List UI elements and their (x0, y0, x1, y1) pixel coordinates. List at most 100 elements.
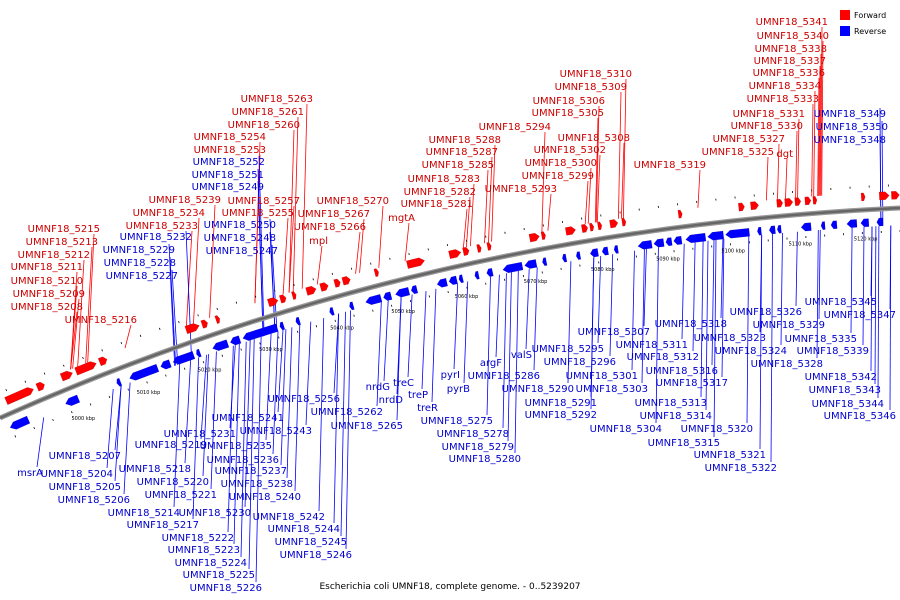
gene-label-umnf18-5206[interactable]: UMNF18_5206 (58, 495, 130, 506)
gene-label-umnf18-5313[interactable]: UMNF18_5313 (635, 398, 707, 409)
gene-label-umnf18-5224[interactable]: UMNF18_5224 (175, 558, 247, 569)
gene-label-trec[interactable]: treC (393, 378, 414, 389)
gene-label-umnf18-5307[interactable]: UMNF18_5307 (578, 327, 650, 338)
gene-label-umnf18-5327[interactable]: UMNF18_5327 (713, 134, 785, 145)
gene-label-umnf18-5304[interactable]: UMNF18_5304 (590, 424, 662, 435)
gene-label-umnf18-5343[interactable]: UMNF18_5343 (809, 385, 881, 396)
gene-label-umnf18-5309[interactable]: UMNF18_5309 (555, 82, 627, 93)
gene-label-umnf18-5279[interactable]: UMNF18_5279 (442, 442, 514, 453)
gene-label-umnf18-5265[interactable]: UMNF18_5265 (331, 421, 403, 432)
gene-label-mpl[interactable]: mpl (309, 236, 328, 247)
gene-label-trer[interactable]: treR (417, 403, 438, 414)
gene-label-umnf18-5214[interactable]: UMNF18_5214 (108, 508, 180, 519)
gene-label-umnf18-5283[interactable]: UMNF18_5283 (408, 174, 480, 185)
gene-label-umnf18-5237[interactable]: UMNF18_5237 (215, 466, 287, 477)
gene-label-umnf18-5335[interactable]: UMNF18_5335 (785, 334, 857, 345)
gene-label-umnf18-5238[interactable]: UMNF18_5238 (221, 479, 293, 490)
gene-label-umnf18-5308[interactable]: UMNF18_5308 (558, 133, 630, 144)
gene-label-umnf18-5310[interactable]: UMNF18_5310 (560, 69, 632, 80)
gene-label-umnf18-5256[interactable]: UMNF18_5256 (268, 394, 340, 405)
gene-label-umnf18-5221[interactable]: UMNF18_5221 (145, 490, 217, 501)
gene-label-umnf18-5227[interactable]: UMNF18_5227 (106, 271, 178, 282)
gene-label-umnf18-5350[interactable]: UMNF18_5350 (816, 122, 888, 133)
gene-label-umnf18-5219[interactable]: UMNF18_5219 (135, 440, 207, 451)
gene-label-umnf18-5345[interactable]: UMNF18_5345 (805, 297, 877, 308)
gene-label-umnf18-5330[interactable]: UMNF18_5330 (731, 121, 803, 132)
gene-label-umnf18-5226[interactable]: UMNF18_5226 (190, 583, 262, 594)
gene-label-umnf18-5325[interactable]: UMNF18_5325 (702, 147, 774, 158)
gene-label-umnf18-5293[interactable]: UMNF18_5293 (485, 184, 557, 195)
gene-label-umnf18-5245[interactable]: UMNF18_5245 (275, 537, 347, 548)
gene-label-umnf18-5342[interactable]: UMNF18_5342 (805, 372, 877, 383)
gene-label-umnf18-5263[interactable]: UMNF18_5263 (241, 94, 313, 105)
gene-label-umnf18-5282[interactable]: UMNF18_5282 (404, 187, 476, 198)
gene-label-umnf18-5275[interactable]: UMNF18_5275 (421, 416, 493, 427)
gene-label-umnf18-5299[interactable]: UMNF18_5299 (522, 171, 594, 182)
gene-label-umnf18-5341[interactable]: UMNF18_5341 (756, 17, 828, 28)
gene-label-umnf18-5218[interactable]: UMNF18_5218 (119, 464, 191, 475)
gene-label-umnf18-5233[interactable]: UMNF18_5233 (126, 221, 198, 232)
gene-label-umnf18-5235[interactable]: UMNF18_5235 (200, 441, 272, 452)
gene-label-umnf18-5340[interactable]: UMNF18_5340 (757, 31, 829, 42)
gene-label-umnf18-5292[interactable]: UMNF18_5292 (525, 410, 597, 421)
gene-label-umnf18-5252[interactable]: UMNF18_5252 (193, 157, 265, 168)
gene-label-nrdd[interactable]: nrdD (379, 395, 404, 406)
gene-label-umnf18-5337[interactable]: UMNF18_5337 (754, 56, 826, 67)
gene-label-umnf18-5244[interactable]: UMNF18_5244 (268, 524, 340, 535)
gene-label-umnf18-5290[interactable]: UMNF18_5290 (502, 384, 574, 395)
gene-label-umnf18-5250[interactable]: UMNF18_5250 (204, 220, 276, 231)
gene-label-nrdg[interactable]: nrdG (366, 382, 390, 393)
gene-label-umnf18-5344[interactable]: UMNF18_5344 (812, 399, 884, 410)
gene-label-umnf18-5336[interactable]: UMNF18_5336 (753, 68, 825, 79)
gene-label-umnf18-5223[interactable]: UMNF18_5223 (168, 545, 240, 556)
gene-label-umnf18-5315[interactable]: UMNF18_5315 (648, 438, 720, 449)
gene-label-umnf18-5316[interactable]: UMNF18_5316 (646, 366, 718, 377)
gene-label-umnf18-5208[interactable]: UMNF18_5208 (11, 302, 83, 313)
gene-label-umnf18-5331[interactable]: UMNF18_5331 (733, 109, 805, 120)
gene-label-umnf18-5291[interactable]: UMNF18_5291 (525, 398, 597, 409)
gene-label-umnf18-5322[interactable]: UMNF18_5322 (705, 463, 777, 474)
gene-label-umnf18-5204[interactable]: UMNF18_5204 (41, 469, 113, 480)
gene-label-umnf18-5240[interactable]: UMNF18_5240 (229, 492, 301, 503)
gene-label-umnf18-5241[interactable]: UMNF18_5241 (212, 413, 284, 424)
gene-label-umnf18-5222[interactable]: UMNF18_5222 (162, 533, 234, 544)
gene-label-mgta[interactable]: mgtA (388, 213, 415, 224)
gene-label-umnf18-5231[interactable]: UMNF18_5231 (164, 429, 236, 440)
gene-label-umnf18-5207[interactable]: UMNF18_5207 (49, 451, 121, 462)
gene-label-umnf18-5278[interactable]: UMNF18_5278 (437, 429, 509, 440)
gene-label-umnf18-5242[interactable]: UMNF18_5242 (253, 512, 325, 523)
gene-label-umnf18-5318[interactable]: UMNF18_5318 (655, 319, 727, 330)
gene-label-umnf18-5294[interactable]: UMNF18_5294 (479, 122, 551, 133)
gene-label-umnf18-5211[interactable]: UMNF18_5211 (11, 262, 83, 273)
gene-label-umnf18-5312[interactable]: UMNF18_5312 (627, 352, 699, 363)
gene-label-umnf18-5249[interactable]: UMNF18_5249 (192, 182, 264, 193)
gene-label-umnf18-5321[interactable]: UMNF18_5321 (694, 450, 766, 461)
gene-label-umnf18-5229[interactable]: UMNF18_5229 (103, 245, 175, 256)
gene-label-umnf18-5281[interactable]: UMNF18_5281 (401, 199, 473, 210)
gene-label-umnf18-5234[interactable]: UMNF18_5234 (133, 208, 205, 219)
gene-label-umnf18-5301[interactable]: UMNF18_5301 (566, 371, 638, 382)
gene-label-trep[interactable]: treP (408, 390, 428, 401)
gene-label-umnf18-5247[interactable]: UMNF18_5247 (206, 246, 278, 257)
gene-label-umnf18-5348[interactable]: UMNF18_5348 (814, 135, 886, 146)
gene-label-umnf18-5323[interactable]: UMNF18_5323 (694, 333, 766, 344)
gene-label-umnf18-5311[interactable]: UMNF18_5311 (616, 340, 688, 351)
gene-label-dgt[interactable]: dgt (776, 149, 793, 160)
gene-label-umnf18-5285[interactable]: UMNF18_5285 (422, 160, 494, 171)
gene-label-umnf18-5257[interactable]: UMNF18_5257 (228, 196, 300, 207)
gene-label-vals[interactable]: valS (511, 350, 532, 361)
gene-label-umnf18-5253[interactable]: UMNF18_5253 (194, 145, 266, 156)
gene-label-umnf18-5287[interactable]: UMNF18_5287 (426, 147, 498, 158)
gene-label-msra[interactable]: msrA (17, 468, 43, 479)
gene-label-umnf18-5239[interactable]: UMNF18_5239 (149, 195, 221, 206)
gene-label-umnf18-5260[interactable]: UMNF18_5260 (228, 120, 300, 131)
gene-label-umnf18-5305[interactable]: UMNF18_5305 (532, 108, 604, 119)
gene-label-umnf18-5266[interactable]: UMNF18_5266 (294, 222, 366, 233)
gene-label-umnf18-5324[interactable]: UMNF18_5324 (715, 346, 787, 357)
gene-label-umnf18-5248[interactable]: UMNF18_5248 (204, 233, 276, 244)
gene-label-umnf18-5288[interactable]: UMNF18_5288 (429, 135, 501, 146)
gene-label-umnf18-5280[interactable]: UMNF18_5280 (449, 454, 521, 465)
gene-label-umnf18-5317[interactable]: UMNF18_5317 (656, 378, 728, 389)
gene-label-umnf18-5251[interactable]: UMNF18_5251 (192, 170, 264, 181)
gene-label-umnf18-5270[interactable]: UMNF18_5270 (317, 196, 389, 207)
